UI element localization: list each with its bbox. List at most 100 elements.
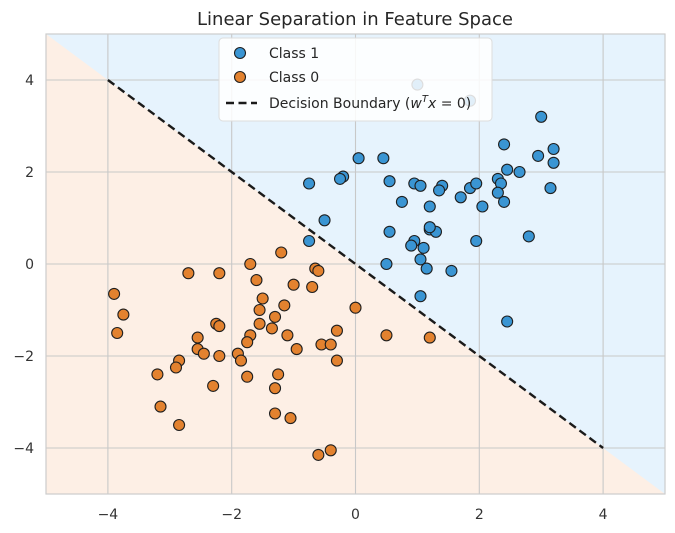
y-tick-label: 0 — [25, 257, 34, 273]
class-0-point — [275, 246, 288, 259]
class-1-point — [547, 156, 560, 169]
legend-marker-class-1 — [233, 46, 247, 60]
class-1-point — [417, 241, 430, 254]
class-0-point — [272, 368, 285, 381]
class-1-point — [544, 182, 557, 195]
decision-boundary-line — [107, 79, 604, 449]
class-0-point — [154, 400, 167, 413]
x-tick-label: 4 — [599, 507, 608, 523]
chart-title: Linear Separation in Feature Space — [197, 9, 513, 30]
class-0-point — [111, 326, 124, 340]
class-0-point — [281, 329, 294, 342]
class-0-point — [349, 301, 362, 314]
tick-labels: −4 −2 0 2 4 −4 −2 0 2 4 — [13, 73, 607, 523]
class-1-point — [405, 239, 418, 252]
class-1-point — [303, 234, 316, 248]
class-0-point — [268, 382, 282, 395]
class-0-point — [108, 287, 121, 300]
class-0-point — [284, 412, 297, 425]
class-1-point — [414, 179, 427, 192]
class-1-point — [414, 290, 427, 303]
class-0-point — [324, 444, 337, 457]
class-0-point — [151, 368, 164, 381]
class-1-point — [383, 175, 396, 188]
class-1-point — [377, 152, 390, 165]
class-1-point — [445, 264, 458, 277]
class-1-point — [498, 138, 511, 151]
class-0-point — [169, 361, 183, 374]
class-0-point — [256, 292, 269, 305]
class-1-point — [532, 149, 545, 162]
class-1-point — [395, 195, 408, 208]
legend-box — [218, 37, 493, 122]
x-tick-label: −4 — [98, 507, 119, 523]
class-0-point — [290, 343, 303, 356]
y-tick-label: −2 — [13, 349, 34, 365]
plot-border — [45, 33, 666, 495]
class-1-point — [433, 184, 446, 197]
class-1-point — [513, 165, 526, 179]
class-0-point — [213, 320, 226, 333]
class-0-point — [253, 317, 266, 330]
y-tick-label: 2 — [25, 165, 34, 181]
class-0-point — [278, 299, 291, 312]
class-1-point — [535, 110, 548, 123]
class-1-point — [498, 195, 511, 208]
class-0-point — [173, 418, 186, 432]
legend-marker-class-0 — [233, 70, 247, 84]
y-tick-label: 4 — [25, 73, 34, 89]
decision-boundary-layer — [107, 79, 604, 449]
class-0-point — [234, 354, 248, 367]
legend-label-boundary: Decision Boundary (wTx = 0) — [269, 94, 471, 112]
class-0-point — [380, 329, 393, 342]
class-0-point — [423, 331, 436, 344]
class-0-point — [191, 331, 204, 344]
class-0-point — [253, 303, 266, 317]
class-0-point — [306, 280, 319, 294]
class-1-point — [454, 191, 467, 204]
class-0-point — [312, 264, 325, 277]
class-0-point — [287, 278, 300, 291]
class-0-point — [330, 324, 343, 337]
class-1-point — [522, 230, 535, 243]
class-0-point — [244, 257, 257, 271]
class-1-point — [352, 152, 365, 165]
x-tick-label: 0 — [351, 507, 360, 523]
class-1-point — [420, 262, 433, 275]
class-0-point — [324, 338, 337, 351]
class-0-point — [197, 347, 210, 360]
class-1-point — [476, 200, 489, 213]
class-0-point — [330, 354, 343, 367]
class-1-point — [318, 214, 331, 227]
class-1-point — [423, 200, 436, 213]
class-0-point — [250, 274, 263, 287]
class-1-point — [470, 177, 483, 190]
class-1-point — [470, 234, 483, 248]
class-0-point — [268, 407, 282, 420]
class-0-point — [241, 370, 254, 383]
class-1-point — [423, 221, 436, 234]
class-0-point — [182, 267, 195, 280]
class-0-point — [265, 322, 278, 335]
class-0-point — [213, 349, 226, 363]
class-1-point — [414, 253, 427, 266]
x-tick-label: −2 — [221, 507, 242, 523]
class-0-point — [207, 379, 220, 392]
class-0-point — [117, 308, 130, 321]
class-1-point — [491, 186, 504, 199]
class-1-point — [501, 315, 514, 328]
x-tick-label: 2 — [475, 507, 484, 523]
class-1-point — [333, 172, 347, 185]
class-1-point — [303, 177, 316, 190]
y-tick-label: −4 — [13, 441, 34, 457]
class-0-point — [312, 448, 325, 461]
class-1-point — [501, 163, 514, 176]
class-1-point — [547, 142, 560, 156]
plot-frame — [45, 33, 666, 495]
class-1-point — [383, 225, 396, 238]
class-1-point — [380, 257, 393, 271]
legend-label-class-1: Class 1 — [269, 46, 319, 62]
legend: Class 1 Class 0 Decision Boundary (wTx = 0… — [218, 37, 493, 122]
class-0-point — [268, 310, 282, 323]
